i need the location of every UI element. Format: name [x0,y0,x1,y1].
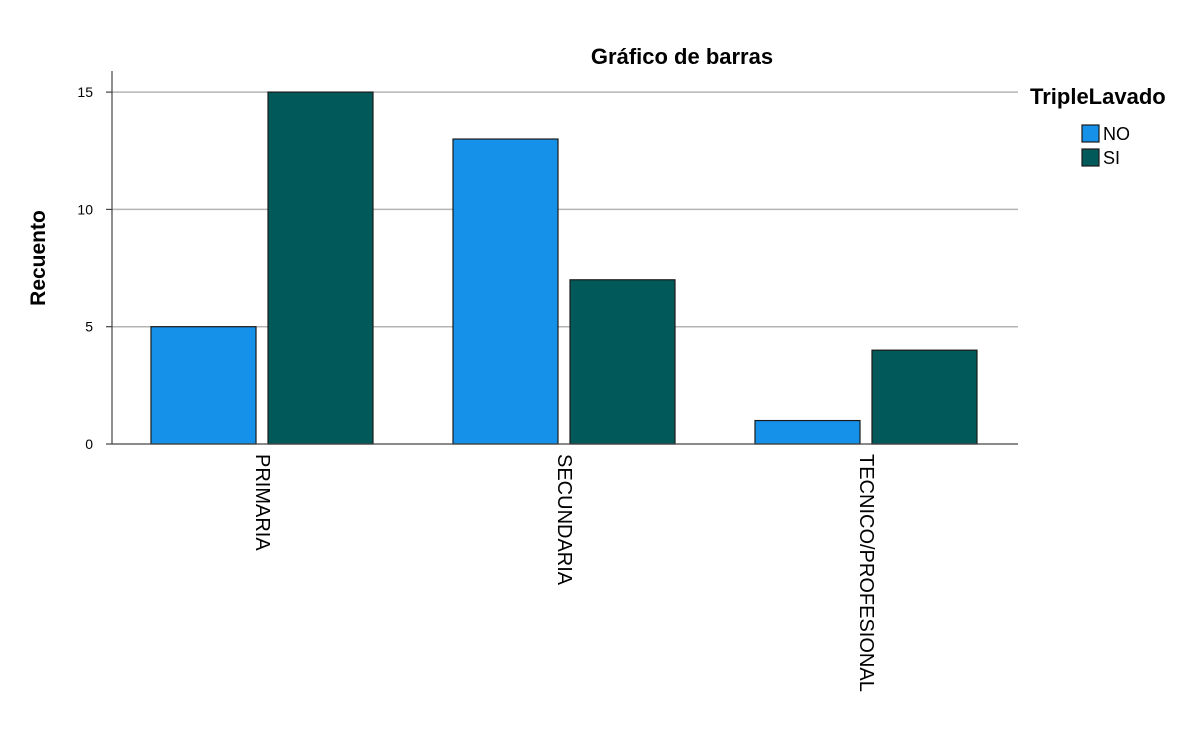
y-tick-label: 5 [85,319,93,335]
bar-no-0 [150,326,257,445]
y-tick-labels: 0 5 10 15 [77,84,93,452]
legend-title: TripleLavado [1030,84,1166,109]
legend-swatch-si [1081,148,1100,167]
bars [150,91,978,445]
y-axis-label: Recuento [27,210,50,306]
bar-si-0 [267,91,374,445]
x-category-label: PRIMARIA [251,454,273,551]
bar-si-2 [871,349,978,445]
legend-label-si: SI [1103,148,1120,168]
bar-si-1 [569,279,676,445]
x-category-label: SECUNDARIA [553,454,575,586]
y-tick-label: 0 [85,436,93,452]
x-category-labels: PRIMARIA SECUNDARIA TECNICO/PROFESIONAL [251,454,877,692]
gridlines [112,91,1018,328]
chart-title: Gráfico de barras [591,44,773,69]
legend-swatch-no [1081,124,1100,143]
legend-label-no: NO [1103,124,1130,144]
bar-no-1 [452,138,559,445]
y-tick-label: 10 [77,201,93,217]
bar-no-2 [754,419,861,445]
axes [106,71,1018,445]
x-category-label: TECNICO/PROFESIONAL [855,454,877,692]
y-tick-label: 15 [77,84,93,100]
legend: TripleLavado NO SI [1030,84,1166,168]
